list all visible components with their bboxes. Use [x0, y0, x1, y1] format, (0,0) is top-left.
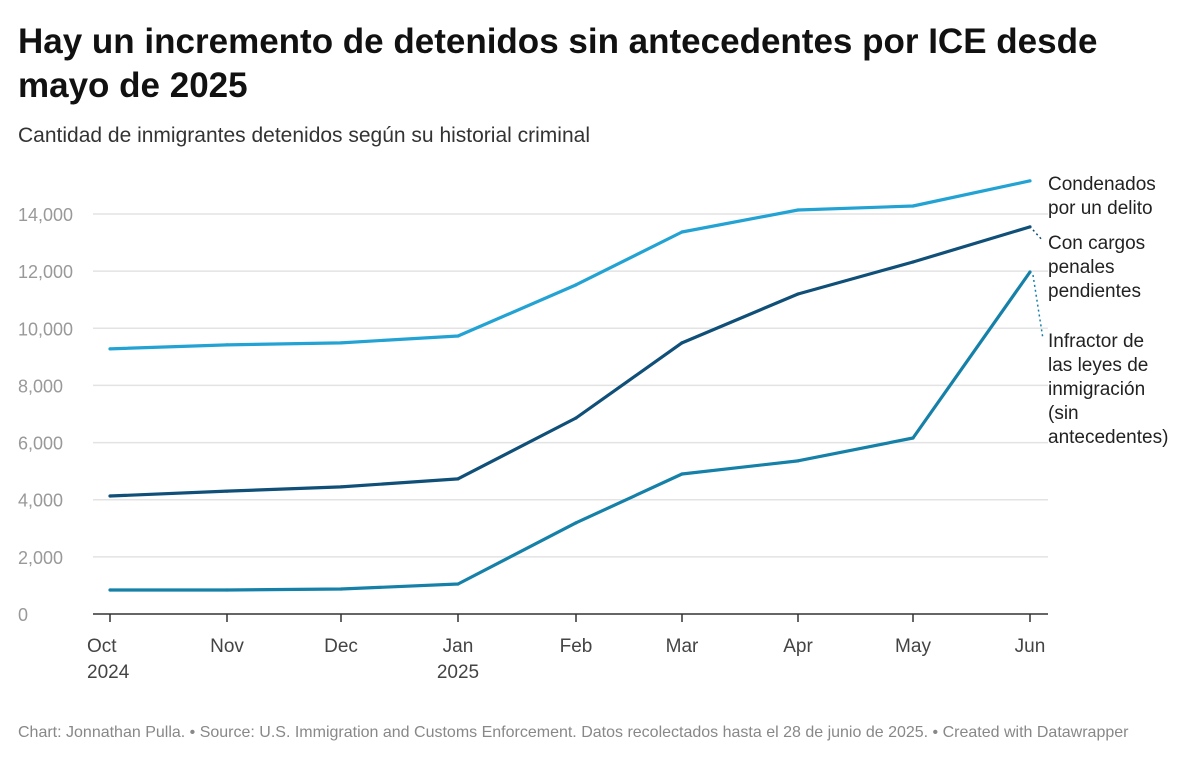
y-tick-label: 4,000: [18, 491, 63, 511]
x-tick-label: Feb: [560, 636, 593, 657]
x-tick-label: Nov: [210, 636, 244, 657]
data-point: [108, 347, 112, 351]
data-point: [680, 341, 684, 345]
data-point: [680, 472, 684, 476]
data-point: [339, 341, 343, 345]
data-point: [1028, 225, 1032, 229]
data-point: [1028, 179, 1032, 183]
label-connector: [1032, 229, 1044, 242]
data-point: [911, 436, 915, 440]
data-point: [339, 587, 343, 591]
series-label: Condenados: [1048, 174, 1156, 195]
y-tick-label: 6,000: [18, 434, 63, 454]
series-label: antecedentes): [1048, 427, 1168, 448]
line-chart: 0 2,000 4,000 6,000 8,000 10,000 12,000 14,000 O…: [18, 174, 1168, 683]
series-label: pendientes: [1048, 281, 1141, 302]
data-point: [574, 283, 578, 287]
x-tick-label: Mar: [666, 636, 699, 657]
y-tick-label: 10,000: [18, 319, 73, 339]
y-tick-label: 12,000: [18, 262, 73, 282]
data-point: [108, 494, 112, 498]
series-line-0: [109, 179, 1031, 351]
data-point: [456, 582, 460, 586]
y-tick-label: 14,000: [18, 205, 73, 225]
data-point: [911, 260, 915, 264]
series-label: penales: [1048, 257, 1115, 278]
series-line-2: [110, 271, 1032, 592]
x-tick-label: 2025: [437, 662, 479, 683]
x-tick-label: 2024: [87, 662, 130, 683]
data-point: [339, 485, 343, 489]
series-label: por un delito: [1048, 198, 1153, 219]
data-point: [796, 208, 800, 212]
y-tick-label: 0: [18, 605, 28, 625]
x-tick-label: Dec: [324, 636, 358, 657]
y-tick-label: 2,000: [18, 548, 63, 568]
x-tick-label: May: [895, 636, 931, 657]
data-point: [225, 489, 229, 493]
data-point: [456, 477, 460, 481]
chart-title: Hay un incremento de detenidos sin antec…: [18, 22, 1098, 105]
data-point: [911, 204, 915, 208]
y-tick-label: 8,000: [18, 376, 63, 396]
data-point: [225, 343, 229, 347]
series-label: (sin: [1048, 403, 1079, 424]
series-line-1: [109, 225, 1031, 498]
data-point: [225, 588, 229, 592]
x-tick-label: Jan: [443, 636, 474, 657]
x-tick-label: Jun: [1015, 636, 1046, 657]
x-tick-label: Oct: [87, 636, 117, 657]
data-point: [108, 588, 112, 592]
label-connector: [1032, 274, 1044, 340]
series-label: inmigración: [1048, 379, 1145, 400]
x-tick-label: Apr: [783, 636, 813, 657]
data-point: [574, 416, 578, 420]
chart-subtitle: Cantidad de inmigrantes detenidos según …: [18, 124, 590, 147]
data-point: [680, 230, 684, 234]
series-label: las leyes de: [1048, 355, 1148, 376]
data-point: [456, 334, 460, 338]
data-point: [796, 292, 800, 296]
series-label: Infractor de: [1048, 331, 1144, 352]
chart-footer: Chart: Jonnathan Pulla. • Source: U.S. I…: [18, 724, 1129, 741]
data-point: [574, 521, 578, 525]
data-point: [796, 459, 800, 463]
series-label: Con cargos: [1048, 233, 1145, 254]
data-point: [1028, 270, 1032, 274]
